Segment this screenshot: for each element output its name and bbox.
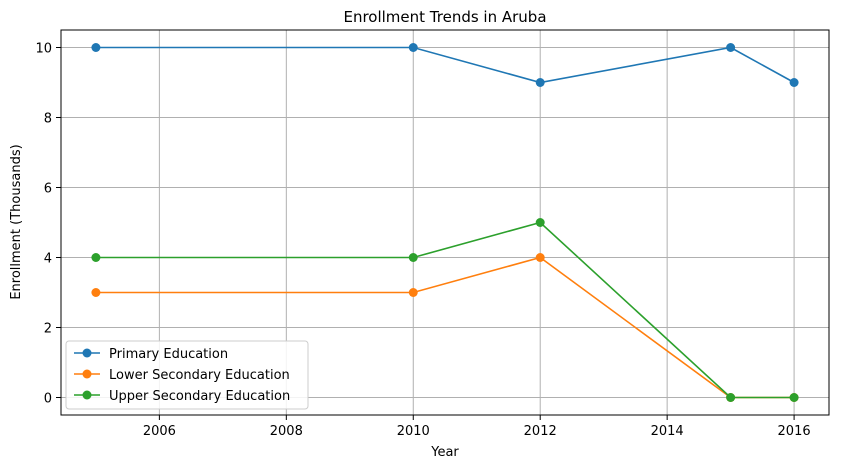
series-3: [91, 218, 799, 402]
plot-frame: [60, 29, 830, 416]
y-tick-label: 0: [44, 392, 52, 407]
data-point: [91, 288, 101, 297]
data-point: [91, 253, 101, 262]
y-tick-label: 10: [35, 42, 52, 57]
series-line: [95, 46, 795, 84]
data-point: [726, 393, 736, 402]
legend-swatch-marker: [82, 369, 92, 379]
legend-box: [65, 340, 309, 410]
series-group: [91, 43, 799, 402]
x-axis-label: Year: [430, 445, 459, 460]
data-point: [535, 253, 545, 262]
axis-ticks: 2006 2008 2010 2012 2014 2016 0 2 4 6 8 10: [35, 42, 810, 440]
legend: Primary Education Lower Secondary Educati…: [65, 340, 309, 410]
x-tick-label: 2006: [143, 424, 176, 439]
y-tick-label: 6: [44, 182, 52, 197]
y-tick-label: 8: [44, 112, 52, 127]
x-tick-label: 2008: [270, 424, 303, 439]
data-point: [91, 43, 101, 52]
data-point: [726, 43, 736, 52]
legend-label: Primary Education: [109, 347, 228, 362]
x-tick-label: 2010: [397, 424, 430, 439]
data-point: [535, 78, 545, 87]
legend-label: Upper Secondary Education: [109, 389, 290, 404]
data-point: [408, 288, 418, 297]
chart-title: Enrollment Trends in Aruba: [343, 8, 546, 26]
legend-label: Lower Secondary Education: [109, 368, 290, 383]
data-point: [789, 393, 799, 402]
y-tick-label: 4: [44, 252, 52, 267]
series-1: [91, 43, 799, 87]
data-point: [408, 253, 418, 262]
y-tick-label: 2: [44, 322, 52, 337]
data-point: [535, 218, 545, 227]
x-tick-label: 2014: [651, 424, 684, 439]
x-tick-label: 2016: [778, 424, 811, 439]
legend-swatch-marker: [82, 390, 92, 400]
data-point: [789, 78, 799, 87]
legend-swatch-marker: [82, 348, 92, 358]
data-point: [408, 43, 418, 52]
y-axis-label: Enrollment (Thousands): [9, 144, 24, 299]
x-tick-label: 2012: [524, 424, 557, 439]
